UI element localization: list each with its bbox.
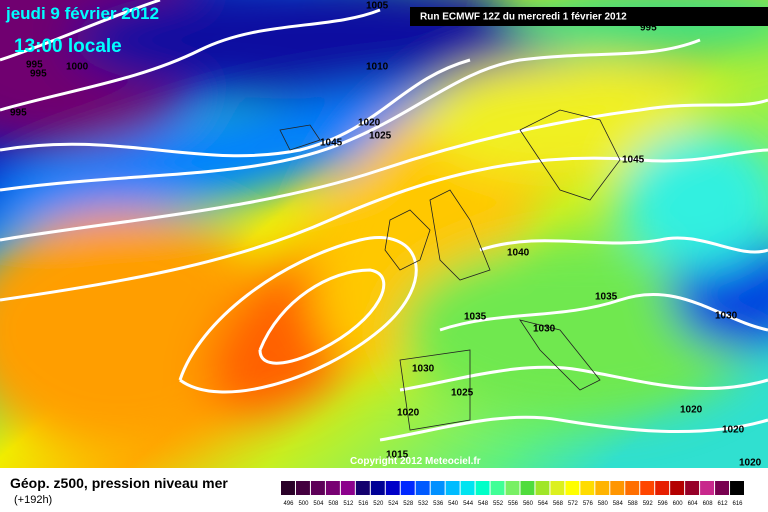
colorbar-label: 508: [328, 501, 339, 507]
isobar-label: 1025: [369, 131, 392, 142]
lead-time: (+192h): [14, 494, 52, 506]
colorbar: 496 500 504 508 512 516 520 524 528 532 536 540 544 5…: [281, 481, 744, 507]
copyright: Copyright 2012 Meteociel.fr: [350, 456, 481, 467]
color-swatch: [460, 481, 475, 495]
color-swatch: [490, 481, 505, 495]
color-swatch: [281, 481, 295, 495]
color-swatch: [325, 481, 340, 495]
color-swatch: [655, 481, 670, 495]
isobar-label: 1020: [397, 408, 420, 419]
colorbar-label: 520: [373, 501, 384, 507]
color-swatch: [310, 481, 325, 495]
isobar-label: 1005: [366, 1, 389, 12]
isobar-label: 1020: [739, 458, 762, 469]
colorbar-label: 584: [613, 501, 624, 507]
isobar-label: 1020: [680, 405, 703, 416]
isobar-label: 1035: [464, 312, 487, 323]
isobar-label: 1010: [366, 62, 389, 73]
color-swatch: [595, 481, 610, 495]
run-box: [410, 7, 768, 26]
color-swatch: [535, 481, 550, 495]
color-swatch: [385, 481, 400, 495]
colorbar-label: 592: [643, 501, 654, 507]
isobar-label: 1035: [595, 292, 618, 303]
isobar-label: 1030: [533, 324, 556, 335]
colorbar-label: 504: [313, 501, 324, 507]
color-swatch: [640, 481, 655, 495]
color-swatch: [730, 481, 744, 495]
isobar-label: 1015: [386, 450, 409, 461]
colorbar-label: 564: [538, 501, 549, 507]
map: 1005995995995100099510101020102510451045…: [0, 0, 768, 469]
color-swatch: [475, 481, 490, 495]
colorbar-label: 512: [343, 501, 354, 507]
isobar-label: 995: [10, 108, 27, 119]
color-swatch: [430, 481, 445, 495]
color-swatch: [565, 481, 580, 495]
colorbar-label: 532: [418, 501, 429, 507]
isobar-label: 1030: [715, 311, 738, 322]
coastlines: [279, 109, 621, 431]
isobar-label: 1020: [722, 425, 745, 436]
color-swatch: [670, 481, 685, 495]
colorbar-label: 608: [703, 501, 714, 507]
color-swatch: [445, 481, 460, 495]
colorbar-label: 572: [568, 501, 579, 507]
colorbar-label: 612: [718, 501, 729, 507]
color-swatch: [295, 481, 310, 495]
isobar-label: 1040: [507, 248, 530, 259]
isobar-label: 1000: [66, 62, 89, 73]
valid-date: jeudi 9 février 2012: [5, 4, 159, 23]
colorbar-label: 616: [733, 501, 744, 507]
colorbar-label: 576: [583, 501, 594, 507]
color-swatch: [550, 481, 565, 495]
color-swatch: [340, 481, 355, 495]
color-swatch: [520, 481, 535, 495]
color-swatch: [580, 481, 595, 495]
isobar-label: 1045: [320, 138, 343, 149]
color-swatch: [715, 481, 730, 495]
isobar-label: 1030: [412, 364, 435, 375]
isobar-label: 1045: [622, 155, 645, 166]
colorbar-label: 560: [523, 501, 534, 507]
isobar-label: 1025: [451, 388, 474, 399]
color-swatch: [370, 481, 385, 495]
colorbar-label: 556: [508, 501, 519, 507]
local-time: 13:00 locale: [14, 36, 122, 57]
colorbar-label: 544: [463, 501, 474, 507]
color-swatch: [610, 481, 625, 495]
isobar-labels: 1005995995995100099510101020102510451045…: [10, 1, 762, 469]
color-swatch: [505, 481, 520, 495]
colorbar-label: 600: [673, 501, 684, 507]
colorbar-label: 516: [358, 501, 369, 507]
isobar-label: 995: [640, 23, 657, 34]
colorbar-label: 596: [658, 501, 669, 507]
color-swatch: [700, 481, 715, 495]
isobar-label: 995: [26, 60, 43, 71]
colorbar-label: 540: [448, 501, 459, 507]
colorbar-label: 500: [298, 501, 309, 507]
color-swatch: [355, 481, 370, 495]
colorbar-label: 536: [433, 501, 444, 507]
run-info: Run ECMWF 12Z du mercredi 1 février 2012: [420, 12, 627, 23]
colorbar-label: 604: [688, 501, 699, 507]
colorbar-label: 552: [493, 501, 504, 507]
color-swatch: [415, 481, 430, 495]
colorbar-label: 588: [628, 501, 639, 507]
colorbar-label: 524: [388, 501, 399, 507]
colorbar-label: 548: [478, 501, 489, 507]
isobar-label: 995: [30, 69, 47, 80]
colorbar-label: 580: [598, 501, 609, 507]
product-title: Géop. z500, pression niveau mer: [10, 475, 228, 491]
isobars: [0, 0, 768, 440]
color-swatch: [625, 481, 640, 495]
colorbar-label: 528: [403, 501, 414, 507]
color-swatch: [400, 481, 415, 495]
colorbar-label: 496: [283, 501, 294, 507]
colorbar-label: 568: [553, 501, 564, 507]
isobar-label: 1020: [358, 118, 381, 129]
color-swatch: [685, 481, 700, 495]
